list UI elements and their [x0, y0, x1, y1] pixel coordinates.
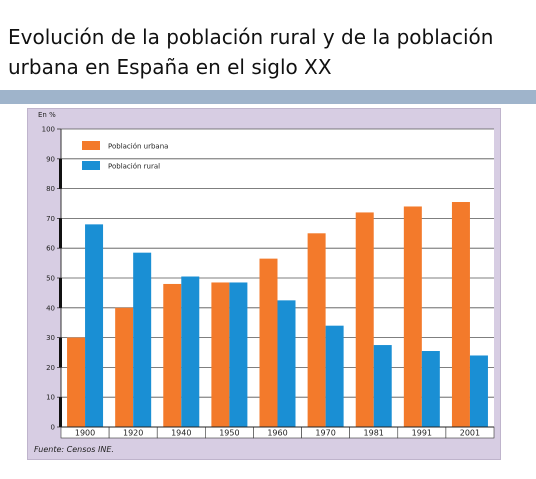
y-axis-segment [59, 278, 62, 308]
legend-label: Población rural [108, 163, 160, 171]
slide-title-line-2: urbana en España en el siglo XX [8, 55, 332, 79]
y-tick-label: 40 [46, 304, 55, 312]
y-axis-segment [59, 397, 62, 427]
legend-label: Población urbana [108, 143, 168, 151]
x-tick-label: 1940 [171, 429, 191, 438]
x-tick-label: 1981 [364, 429, 384, 438]
x-tick-label: 1960 [267, 429, 287, 438]
y-axis-segment [59, 158, 62, 189]
y-tick-label: 90 [46, 155, 55, 163]
slide-title: Evolución de la población rural y de la … [8, 22, 528, 82]
y-tick-label: 20 [46, 364, 55, 372]
y-tick-label: 70 [46, 215, 55, 223]
x-tick-label: 1920 [123, 429, 143, 438]
chart-panel: 0 10 20 30 40 50 60 70 80 90 100 1900 1920 1940 1950 19… [27, 108, 501, 460]
bar-rural [229, 282, 248, 427]
y-axis-segment [59, 218, 62, 249]
y-tick-label: 10 [46, 394, 55, 402]
bar-urban [259, 258, 278, 427]
x-tick-label: 2001 [460, 429, 480, 438]
y-tick-label: 100 [42, 126, 55, 134]
bar-rural [325, 325, 344, 427]
legend-swatch [82, 141, 100, 150]
axes: 0 10 20 30 40 50 60 70 80 90 100 1900 1920 1940 1950 19… [42, 126, 495, 439]
y-tick-label: 0 [51, 424, 55, 432]
title-divider-bar [0, 90, 536, 104]
x-tick-label: 1970 [315, 429, 335, 438]
y-tick-label: 80 [46, 185, 55, 193]
y-tick-label: 50 [46, 275, 55, 283]
y-axis-unit-label: En % [38, 111, 56, 119]
bar-rural [373, 345, 392, 427]
bar-urban [163, 283, 182, 427]
bar-urban [307, 233, 326, 427]
slide-title-line-1: Evolución de la población rural y de la … [8, 25, 494, 49]
bar-urban [403, 206, 422, 427]
bar-rural [469, 355, 488, 427]
x-tick-label: 1991 [412, 429, 432, 438]
y-tick-label: 30 [46, 334, 55, 342]
bar-rural [133, 252, 152, 427]
chart-source: Fuente: Censos INE. [34, 445, 114, 454]
bar-rural [85, 224, 104, 427]
x-tick-label: 1900 [75, 429, 95, 438]
bar-chart: 0 10 20 30 40 50 60 70 80 90 100 1900 1920 1940 1950 19… [34, 111, 495, 454]
bar-urban [115, 307, 134, 427]
y-axis-segment [59, 337, 62, 368]
bar-urban [355, 212, 374, 427]
bar-urban [451, 202, 470, 427]
legend-swatch [82, 161, 100, 170]
bar-urban [67, 337, 86, 427]
y-tick-label: 60 [46, 245, 55, 253]
bar-rural [181, 276, 200, 427]
bar-rural [421, 351, 440, 427]
legend: Población urbana Población rural [82, 141, 168, 171]
bar-urban [211, 282, 230, 427]
bar-rural [277, 300, 296, 427]
x-tick-label: 1950 [219, 429, 239, 438]
bars [67, 202, 488, 427]
